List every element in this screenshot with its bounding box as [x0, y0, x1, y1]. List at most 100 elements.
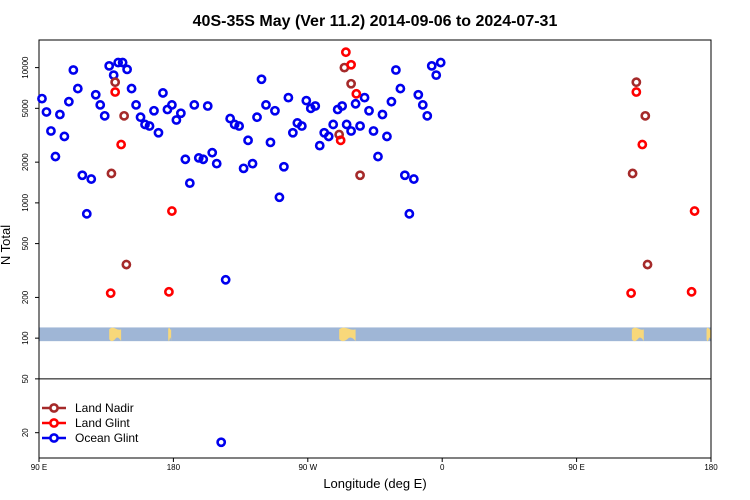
- point-ocean-glint-54: [279, 161, 289, 172]
- legend-item-0: Land Nadir: [42, 401, 134, 415]
- y-tick-label-7: 5000: [21, 99, 30, 117]
- point-land-nadir-0: [106, 168, 117, 179]
- point-ocean-glint-78: [386, 96, 397, 107]
- point-ocean-glint-53: [274, 192, 285, 203]
- legend-label-2: Ocean Glint: [75, 431, 139, 445]
- point-ocean-glint-44: [234, 121, 245, 131]
- point-ocean-glint-79: [391, 65, 401, 75]
- point-ocean-glint-59: [301, 95, 312, 106]
- point-ocean-glint-64: [323, 131, 334, 142]
- point-ocean-glint-35: [193, 153, 204, 163]
- x-tick-label-5: 180: [704, 463, 718, 472]
- point-land-glint-11: [637, 139, 648, 150]
- point-ocean-glint-8: [72, 83, 83, 94]
- series-land-nadir: [106, 62, 653, 270]
- point-land-glint-6: [340, 47, 351, 58]
- point-ocean-glint-47: [247, 158, 258, 169]
- point-ocean-glint-50: [261, 100, 271, 110]
- point-ocean-glint-69: [346, 126, 357, 136]
- point-ocean-glint-26: [153, 127, 164, 138]
- point-ocean-glint-70: [350, 98, 361, 109]
- legend-marker-2: [49, 433, 59, 443]
- point-land-nadir-3: [121, 259, 132, 270]
- point-ocean-glint-5: [59, 131, 70, 142]
- point-ocean-glint-76: [377, 109, 388, 120]
- point-ocean-glint-6: [63, 96, 74, 107]
- point-land-glint-10: [631, 87, 642, 97]
- point-ocean-glint-15: [104, 60, 115, 71]
- point-land-glint-3: [164, 286, 174, 297]
- point-land-nadir-2: [119, 110, 130, 121]
- point-land-glint-1: [110, 87, 121, 97]
- point-ocean-glint-32: [180, 154, 191, 165]
- y-tick-label-0: 20: [21, 428, 30, 437]
- point-ocean-glint-39: [211, 158, 222, 169]
- point-land-nadir-7: [355, 170, 365, 181]
- x-tick-label-0: 90 E: [31, 463, 47, 472]
- chart-title: 40S-35S May (Ver 11.2) 2014-09-06 to 202…: [193, 13, 558, 30]
- point-ocean-glint-9: [77, 170, 88, 181]
- point-land-glint-8: [351, 88, 362, 99]
- point-land-glint-4: [167, 206, 177, 216]
- point-ocean-glint-17: [113, 57, 124, 68]
- point-ocean-glint-36: [198, 154, 209, 165]
- point-ocean-glint-87: [426, 60, 437, 71]
- y-tick-label-2: 100: [21, 331, 30, 345]
- ocean-band: [39, 327, 711, 342]
- y-tick-label-3: 200: [21, 290, 30, 304]
- point-ocean-glint-10: [81, 208, 92, 219]
- legend-marker-0: [49, 403, 59, 413]
- x-axis-label: Longitude (deg E): [323, 476, 426, 491]
- point-land-nadir-10: [640, 110, 651, 121]
- point-ocean-glint-38: [207, 147, 218, 158]
- point-ocean-glint-13: [95, 100, 106, 110]
- point-ocean-glint-18: [117, 57, 128, 68]
- legend-label-1: Land Glint: [75, 416, 130, 430]
- land-mass-4: [706, 327, 711, 342]
- series-ocean-glint: [37, 57, 446, 448]
- point-ocean-glint-80: [395, 83, 406, 94]
- point-ocean-glint-48: [252, 112, 262, 123]
- point-ocean-glint-34: [189, 100, 200, 110]
- land-mass-1: [168, 327, 172, 342]
- legend-item-1: Land Glint: [42, 416, 130, 430]
- point-ocean-glint-41: [220, 274, 231, 285]
- x-tick-label-3: 0: [440, 463, 445, 472]
- point-ocean-glint-3: [50, 151, 61, 162]
- point-ocean-glint-82: [404, 208, 415, 219]
- point-ocean-glint-67: [337, 101, 348, 111]
- point-ocean-glint-85: [417, 100, 428, 110]
- point-ocean-glint-84: [413, 89, 424, 100]
- x-tick-label-1: 180: [167, 463, 181, 472]
- point-ocean-glint-89: [435, 57, 446, 68]
- legend-item-2: Ocean Glint: [42, 431, 139, 445]
- y-axis-label: N Total: [0, 225, 13, 265]
- point-ocean-glint-61: [310, 101, 321, 111]
- point-land-glint-7: [346, 59, 357, 70]
- legend-marker-1: [49, 418, 59, 428]
- point-ocean-glint-71: [355, 121, 365, 131]
- point-land-nadir-6: [346, 78, 357, 89]
- point-ocean-glint-20: [126, 83, 137, 94]
- point-ocean-glint-75: [373, 151, 383, 162]
- point-ocean-glint-46: [243, 135, 253, 146]
- point-ocean-glint-4: [55, 109, 65, 120]
- point-ocean-glint-81: [399, 170, 410, 181]
- plot-frame: [38, 39, 712, 459]
- land-mass-2: [339, 327, 356, 342]
- series-land-glint: [105, 47, 700, 299]
- y-tick-label-6: 2000: [21, 153, 30, 171]
- point-ocean-glint-22: [135, 112, 146, 123]
- point-land-glint-5: [335, 135, 346, 146]
- y-axis: 20 50 100 200 500 1000 2000 5000 10000: [21, 56, 39, 437]
- point-ocean-glint-14: [99, 110, 110, 121]
- point-land-nadir-9: [631, 77, 642, 88]
- y-tick-label-8: 10000: [21, 56, 30, 79]
- point-ocean-glint-21: [131, 100, 141, 110]
- point-ocean-glint-27: [158, 88, 168, 98]
- point-land-nadir-11: [642, 259, 653, 270]
- point-ocean-glint-45: [238, 163, 249, 174]
- point-ocean-glint-12: [90, 89, 101, 100]
